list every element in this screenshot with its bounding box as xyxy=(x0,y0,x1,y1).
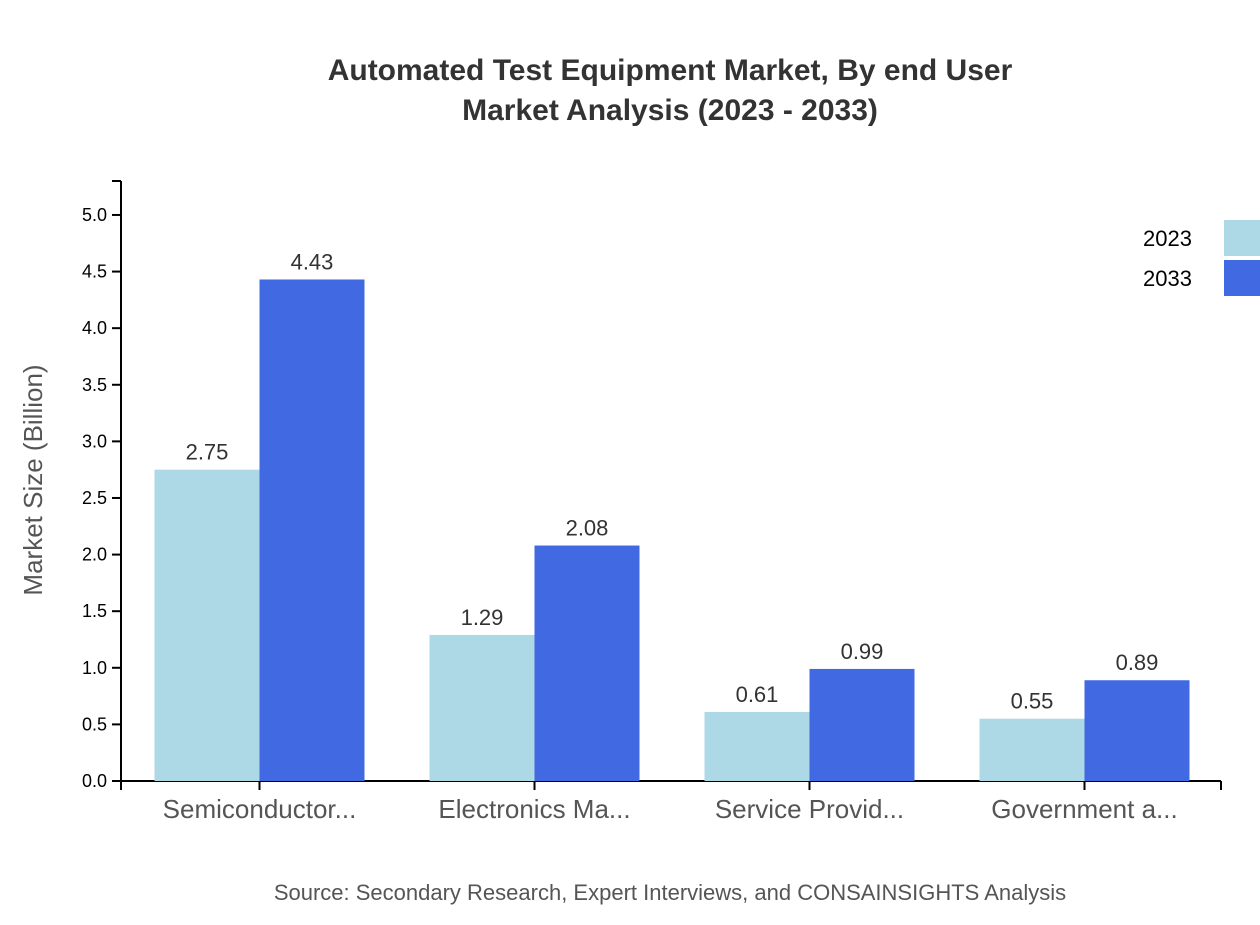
x-tick-label: Service Provid... xyxy=(715,794,904,824)
y-axis-label: Market Size (Billion) xyxy=(18,364,48,595)
bar-2023 xyxy=(154,469,260,781)
bar-value-label: 2.75 xyxy=(186,440,229,465)
legend-swatch xyxy=(1224,220,1260,256)
x-tick-label: Government a... xyxy=(991,794,1177,824)
bar-value-label: 0.89 xyxy=(1116,650,1159,675)
y-tick-label: 0.0 xyxy=(82,771,107,791)
chart-title-line2: Market Analysis (2023 - 2033) xyxy=(462,94,878,127)
y-tick-label: 1.5 xyxy=(82,601,107,621)
y-tick-label: 3.5 xyxy=(82,375,107,395)
source-note: Source: Secondary Research, Expert Inter… xyxy=(274,880,1066,905)
bar-value-label: 2.08 xyxy=(566,516,609,541)
y-tick-label: 2.5 xyxy=(82,488,107,508)
bar-value-label: 0.55 xyxy=(1011,689,1054,714)
bar-2023 xyxy=(704,711,810,781)
legend-label: 2033 xyxy=(1143,266,1192,291)
bar-value-label: 0.61 xyxy=(736,682,779,707)
y-tick-label: 3.0 xyxy=(82,431,107,451)
bar-value-label: 0.99 xyxy=(841,639,884,664)
bar-2033 xyxy=(809,668,915,781)
y-tick-label: 4.5 xyxy=(82,262,107,282)
x-tick-label: Semiconductor... xyxy=(163,794,357,824)
bar-value-label: 4.43 xyxy=(291,249,334,274)
legend-label: 2023 xyxy=(1143,226,1192,251)
chart-title-line1: Automated Test Equipment Market, By end … xyxy=(328,54,1013,87)
legend-swatch xyxy=(1224,260,1260,296)
bar-2033 xyxy=(259,279,365,781)
bar-2023 xyxy=(429,634,535,781)
bar-2033 xyxy=(1084,680,1190,781)
x-tick-label: Electronics Ma... xyxy=(438,794,630,824)
y-tick-label: 0.5 xyxy=(82,714,107,734)
bar-2023 xyxy=(979,718,1085,781)
y-tick-label: 5.0 xyxy=(82,205,107,225)
y-tick-label: 4.0 xyxy=(82,318,107,338)
y-tick-label: 1.0 xyxy=(82,658,107,678)
bar-2033 xyxy=(534,545,640,781)
y-tick-label: 2.0 xyxy=(82,545,107,565)
bar-value-label: 1.29 xyxy=(461,605,504,630)
